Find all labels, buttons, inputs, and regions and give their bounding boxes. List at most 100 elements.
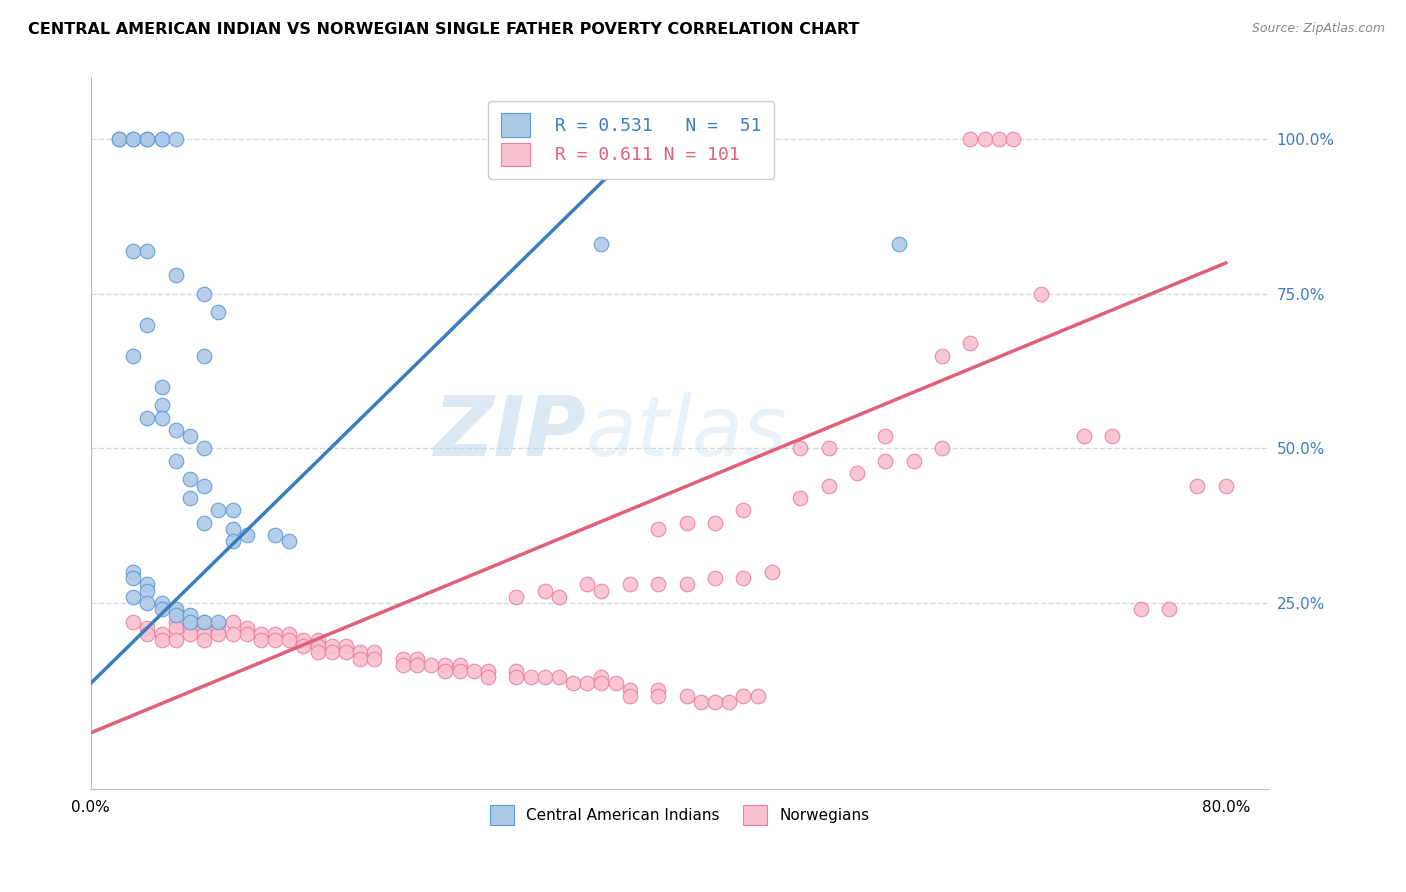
Point	[505, 590, 527, 604]
Point	[307, 633, 329, 648]
Point	[235, 621, 257, 635]
Point	[136, 627, 159, 641]
Point	[973, 132, 995, 146]
Point	[221, 627, 243, 641]
Point	[250, 633, 273, 648]
Point	[122, 132, 145, 146]
Point	[165, 423, 187, 437]
Point	[150, 132, 173, 146]
Point	[733, 689, 755, 703]
Point	[150, 410, 173, 425]
Point	[434, 657, 457, 672]
Point	[1001, 132, 1024, 146]
Point	[406, 657, 429, 672]
Point	[165, 454, 187, 468]
Point	[1101, 429, 1123, 443]
Point	[591, 583, 613, 598]
Point	[165, 633, 187, 648]
Point	[335, 640, 357, 654]
Point	[193, 615, 215, 629]
Point	[108, 132, 131, 146]
Point	[519, 670, 541, 684]
Point	[733, 571, 755, 585]
Point	[193, 615, 215, 629]
Point	[136, 410, 159, 425]
Point	[193, 627, 215, 641]
Point	[1031, 286, 1053, 301]
Point	[150, 633, 173, 648]
Point	[193, 349, 215, 363]
Point	[931, 349, 953, 363]
Point	[122, 565, 145, 579]
Point	[733, 503, 755, 517]
Point	[875, 429, 897, 443]
Point	[292, 640, 315, 654]
Point	[108, 132, 131, 146]
Point	[505, 670, 527, 684]
Point	[562, 676, 585, 690]
Point	[207, 503, 229, 517]
Point	[179, 615, 201, 629]
Point	[165, 602, 187, 616]
Point	[278, 534, 301, 549]
Point	[1215, 478, 1237, 492]
Point	[235, 528, 257, 542]
Point	[591, 676, 613, 690]
Point	[349, 645, 371, 659]
Point	[278, 633, 301, 648]
Point	[292, 633, 315, 648]
Point	[264, 528, 287, 542]
Point	[264, 633, 287, 648]
Point	[391, 651, 413, 665]
Point	[605, 676, 627, 690]
Text: ZIP: ZIP	[433, 392, 585, 474]
Point	[321, 645, 343, 659]
Point	[576, 676, 599, 690]
Point	[505, 664, 527, 678]
Point	[235, 627, 257, 641]
Point	[875, 454, 897, 468]
Point	[179, 608, 201, 623]
Point	[477, 664, 499, 678]
Point	[136, 621, 159, 635]
Point	[363, 651, 385, 665]
Point	[903, 454, 925, 468]
Point	[165, 132, 187, 146]
Point	[619, 577, 641, 591]
Point	[136, 583, 159, 598]
Point	[1073, 429, 1095, 443]
Point	[747, 689, 769, 703]
Point	[1159, 602, 1181, 616]
Point	[647, 689, 669, 703]
Point	[179, 491, 201, 505]
Point	[647, 577, 669, 591]
Point	[150, 132, 173, 146]
Point	[449, 664, 471, 678]
Point	[718, 695, 741, 709]
Point	[179, 621, 201, 635]
Point	[307, 645, 329, 659]
Point	[221, 615, 243, 629]
Point	[179, 429, 201, 443]
Point	[789, 442, 811, 456]
Point	[959, 336, 981, 351]
Point	[335, 645, 357, 659]
Point	[122, 571, 145, 585]
Point	[150, 379, 173, 393]
Point	[136, 577, 159, 591]
Point	[619, 689, 641, 703]
Point	[179, 627, 201, 641]
Point	[122, 132, 145, 146]
Point	[533, 670, 555, 684]
Point	[307, 640, 329, 654]
Point	[122, 349, 145, 363]
Point	[221, 534, 243, 549]
Text: CENTRAL AMERICAN INDIAN VS NORWEGIAN SINGLE FATHER POVERTY CORRELATION CHART: CENTRAL AMERICAN INDIAN VS NORWEGIAN SIN…	[28, 22, 859, 37]
Point	[704, 695, 727, 709]
Point	[477, 670, 499, 684]
Point	[193, 633, 215, 648]
Point	[165, 268, 187, 283]
Point	[136, 244, 159, 258]
Point	[179, 472, 201, 486]
Point	[675, 577, 697, 591]
